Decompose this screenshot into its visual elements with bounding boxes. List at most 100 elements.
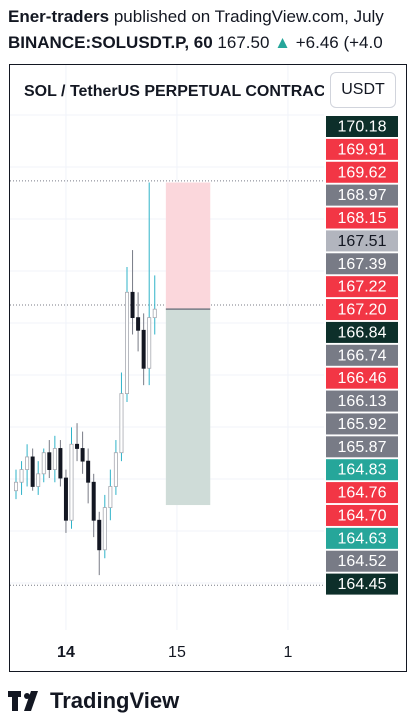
- chart-canvas[interactable]: 170.18 169.91 169.62 168.97 168.15 167.51 167.…: [10, 65, 407, 672]
- candle-body: [75, 443, 80, 449]
- price-label: 169.91: [338, 141, 387, 158]
- x-tick-label: 1: [283, 644, 292, 661]
- candle: [75, 423, 80, 462]
- publisher-line: Ener-traders published on TradingView.co…: [8, 7, 384, 27]
- price-label: 167.39: [338, 256, 387, 273]
- candle: [130, 250, 135, 335]
- price-label-box: [326, 344, 398, 366]
- candle-body: [52, 448, 57, 470]
- candle: [69, 427, 74, 529]
- currency-button[interactable]: USDT: [330, 72, 396, 108]
- price-label-box: [326, 299, 398, 321]
- price-label-box: [326, 550, 398, 572]
- price-label-box: [326, 459, 398, 481]
- price-label-box: [326, 482, 398, 504]
- candle-body: [119, 393, 124, 454]
- candle: [97, 511, 102, 576]
- candle-body: [41, 452, 46, 475]
- candle-body: [69, 443, 74, 521]
- candle: [52, 435, 57, 483]
- price-label-box: [326, 116, 398, 137]
- price-label: 166.74: [338, 347, 387, 364]
- candle: [113, 440, 118, 495]
- price-label: 167.22: [338, 279, 387, 296]
- footer-brand: TradingView: [8, 688, 180, 713]
- candle: [14, 469, 19, 500]
- candle: [58, 440, 63, 487]
- candle: [41, 448, 46, 483]
- candle: [19, 461, 24, 495]
- candle-body: [152, 308, 157, 319]
- symbol-line: BINANCE:SOLUSDT.P, 60 167.50 ▲ +6.46 (+4…: [8, 33, 383, 53]
- candle-body: [30, 456, 35, 487]
- price-label-box: [326, 230, 398, 252]
- candle-body: [108, 486, 113, 508]
- candle: [102, 494, 107, 559]
- tradingview-logo-icon: [8, 691, 38, 711]
- price-label: 164.83: [338, 462, 387, 479]
- price-label: 168.15: [338, 210, 387, 227]
- candle-body: [141, 329, 146, 369]
- candle: [108, 469, 113, 521]
- price-label: 164.45: [338, 576, 387, 593]
- price-label-box: [326, 413, 398, 435]
- published-text: published on TradingView.com, July: [113, 7, 384, 26]
- candle-body: [147, 317, 152, 369]
- price-label: 166.46: [338, 370, 387, 387]
- candle-body: [102, 507, 107, 551]
- price-label-box: [326, 276, 398, 298]
- price-label-box: [326, 138, 398, 160]
- candle: [91, 473, 96, 538]
- symbol-label: BINANCE:SOLUSDT.P, 60: [8, 33, 213, 52]
- candle-body: [63, 477, 68, 521]
- chart-frame[interactable]: 170.18 169.91 169.62 168.97 168.15 167.51 167.…: [9, 64, 407, 672]
- candle: [152, 275, 157, 335]
- candle: [47, 440, 52, 479]
- price-label-box: [326, 573, 398, 595]
- price-label: 164.76: [338, 485, 387, 502]
- candle: [136, 292, 141, 352]
- long-position-tool: [165, 182, 211, 506]
- candle-body: [80, 448, 85, 462]
- price-label: 167.51: [338, 233, 387, 250]
- author-name[interactable]: Ener-traders: [8, 7, 110, 26]
- candle-body: [19, 469, 24, 483]
- candle-body: [91, 481, 96, 521]
- price-label: 164.52: [338, 553, 387, 570]
- brand-name: TradingView: [50, 688, 180, 713]
- candle: [147, 182, 152, 386]
- candle: [36, 461, 41, 495]
- candle: [25, 444, 30, 487]
- candle-body: [130, 291, 135, 319]
- chart-title: SOL / TetherUS PERPETUAL CONTRACT: [24, 83, 324, 100]
- candle-body: [14, 481, 19, 492]
- candle: [141, 313, 146, 386]
- candle: [119, 372, 124, 462]
- price-label-box: [326, 504, 398, 526]
- price-label-box: [326, 161, 398, 183]
- price-label-box: [326, 436, 398, 458]
- candle: [30, 448, 35, 491]
- candle: [86, 448, 91, 504]
- price-label-box: [326, 390, 398, 412]
- price-label: 165.87: [338, 439, 387, 456]
- price-label: 164.70: [338, 507, 387, 524]
- price-label: 167.20: [338, 302, 387, 319]
- triangle-up-icon: ▲: [274, 33, 291, 52]
- candle-body: [86, 460, 91, 483]
- time-axis: 14 15 1: [57, 644, 292, 661]
- price-change: +6.46 (+4.0: [295, 33, 383, 52]
- price-label-box: [326, 207, 398, 229]
- candle-body: [97, 519, 102, 551]
- stop-loss-zone: [165, 182, 211, 310]
- candle: [63, 469, 68, 533]
- price-label: 164.63: [338, 530, 387, 547]
- candle-body: [113, 452, 118, 487]
- price-label-box: [326, 253, 398, 275]
- candle-body: [36, 473, 41, 487]
- price-label: 166.13: [338, 393, 387, 410]
- last-price: 167.50: [217, 33, 270, 52]
- take-profit-zone: [165, 309, 211, 506]
- candle-body: [125, 291, 130, 395]
- candles: [14, 182, 157, 576]
